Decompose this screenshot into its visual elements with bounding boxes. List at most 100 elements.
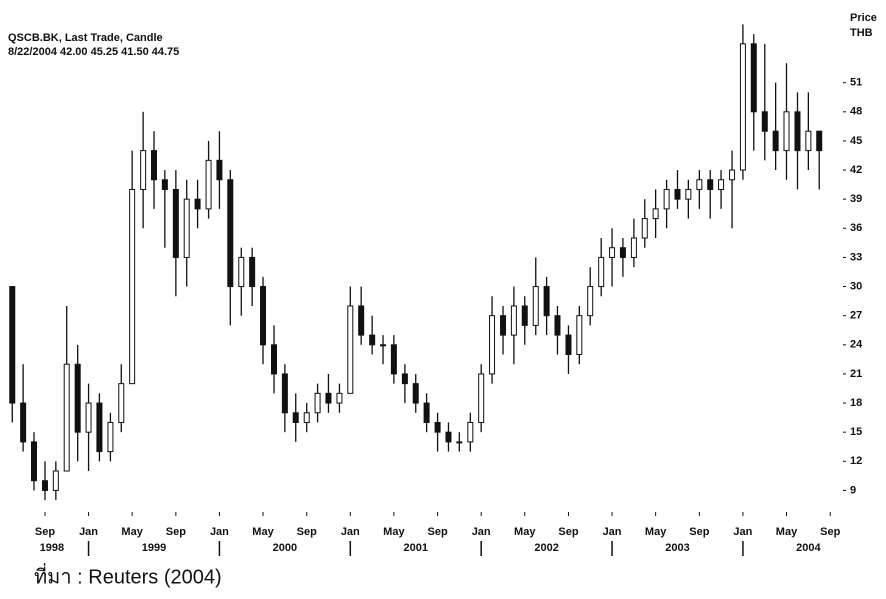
year-label: 2001 bbox=[403, 542, 427, 554]
candle-body bbox=[479, 374, 484, 423]
candle-body bbox=[533, 287, 538, 326]
year-label: 2002 bbox=[534, 542, 558, 554]
x-tick-label: May bbox=[121, 526, 143, 538]
candle-body bbox=[784, 112, 789, 151]
x-tick-label: Jan bbox=[341, 526, 360, 538]
x-tick-label: Sep bbox=[820, 526, 840, 538]
candle-body bbox=[97, 403, 102, 452]
y-tick-label: 45 bbox=[850, 135, 862, 147]
candle-body bbox=[751, 44, 756, 112]
candle-body bbox=[501, 316, 506, 335]
candle-body bbox=[773, 131, 778, 150]
candle-body bbox=[566, 335, 571, 354]
y-axis-label: Price bbox=[850, 12, 877, 24]
year-label: 2003 bbox=[665, 542, 689, 554]
candle-body bbox=[64, 364, 69, 471]
candle-body bbox=[653, 209, 658, 219]
y-tick-label: 30 bbox=[850, 280, 862, 292]
candle-body bbox=[795, 112, 800, 151]
y-tick-label: 48 bbox=[850, 106, 862, 118]
y-tick-label: 36 bbox=[850, 222, 862, 234]
y-axis-label: THB bbox=[850, 27, 873, 39]
candle-body bbox=[337, 393, 342, 403]
candle-body bbox=[31, 442, 36, 481]
candle-body bbox=[10, 287, 15, 404]
candle-body bbox=[228, 180, 233, 287]
x-tick-label: Sep bbox=[428, 526, 448, 538]
candle-body bbox=[250, 257, 255, 286]
candle-body bbox=[217, 160, 222, 179]
candle-body bbox=[108, 422, 113, 451]
candle-body bbox=[391, 345, 396, 374]
candle-body bbox=[740, 44, 745, 170]
x-tick-label: Sep bbox=[297, 526, 317, 538]
candle-body bbox=[588, 287, 593, 316]
y-tick-label: 9 bbox=[850, 484, 856, 496]
candle-body bbox=[435, 422, 440, 432]
candle-body bbox=[151, 151, 156, 180]
candle-body bbox=[762, 112, 767, 131]
candle-body bbox=[577, 316, 582, 355]
x-tick-label: May bbox=[252, 526, 274, 538]
x-tick-label: Sep bbox=[689, 526, 709, 538]
y-tick-label: 15 bbox=[850, 426, 862, 438]
x-tick-label: May bbox=[776, 526, 798, 538]
y-tick-label: 39 bbox=[850, 193, 862, 205]
chart-subtitle: 8/22/2004 42.00 45.25 41.50 44.75 bbox=[8, 46, 179, 58]
candle-body bbox=[206, 160, 211, 209]
candle-body bbox=[315, 393, 320, 412]
candle-body bbox=[162, 180, 167, 190]
candle-body bbox=[544, 287, 549, 316]
candle-body bbox=[21, 403, 26, 442]
x-tick-label: Jan bbox=[733, 526, 752, 538]
candle-body bbox=[195, 199, 200, 209]
candle-body bbox=[370, 335, 375, 345]
y-tick-label: 21 bbox=[850, 368, 862, 380]
candle-body bbox=[446, 432, 451, 442]
chart-title: QSCB.BK, Last Trade, Candle bbox=[8, 32, 163, 44]
x-tick-label: Sep bbox=[166, 526, 186, 538]
candle-body bbox=[468, 422, 473, 441]
candle-body bbox=[817, 131, 822, 150]
candle-body bbox=[490, 316, 495, 374]
candle-body bbox=[141, 151, 146, 190]
candle-body bbox=[86, 403, 91, 432]
candle-body bbox=[599, 257, 604, 286]
year-label: 2000 bbox=[273, 542, 297, 554]
candle-body bbox=[304, 413, 309, 423]
candle-body bbox=[730, 170, 735, 180]
candle-body bbox=[620, 248, 625, 258]
candle-body bbox=[42, 481, 47, 491]
candle-body bbox=[239, 257, 244, 286]
y-tick-label: 33 bbox=[850, 251, 862, 263]
candle-body bbox=[686, 189, 691, 199]
year-label: 1998 bbox=[40, 542, 64, 554]
x-tick-label: May bbox=[514, 526, 536, 538]
candle-body bbox=[326, 393, 331, 403]
candle-body bbox=[130, 189, 135, 383]
y-tick-label: 18 bbox=[850, 397, 862, 409]
candle-body bbox=[402, 374, 407, 384]
year-label: 1999 bbox=[142, 542, 166, 554]
candle-body bbox=[184, 199, 189, 257]
candle-body bbox=[522, 306, 527, 325]
x-tick-label: May bbox=[645, 526, 667, 538]
candle-body bbox=[631, 238, 636, 257]
candle-body bbox=[282, 374, 287, 413]
chart: QSCB.BK, Last Trade, Candle 8/22/2004 42… bbox=[0, 0, 886, 599]
candle-body bbox=[348, 306, 353, 393]
candle-body bbox=[75, 364, 80, 432]
candle-body bbox=[359, 306, 364, 335]
candle-body bbox=[511, 306, 516, 335]
candle-body bbox=[173, 189, 178, 257]
x-tick-label: Jan bbox=[472, 526, 491, 538]
candle-body bbox=[261, 287, 266, 345]
candle-body bbox=[119, 384, 124, 423]
candle-body bbox=[555, 316, 560, 335]
candle-body bbox=[424, 403, 429, 422]
source-note: ที่มา : Reuters (2004) bbox=[34, 562, 222, 588]
x-tick-label: Sep bbox=[558, 526, 578, 538]
x-tick-label: Jan bbox=[603, 526, 622, 538]
y-tick-label: 24 bbox=[850, 339, 863, 351]
x-tick-label: Sep bbox=[35, 526, 55, 538]
